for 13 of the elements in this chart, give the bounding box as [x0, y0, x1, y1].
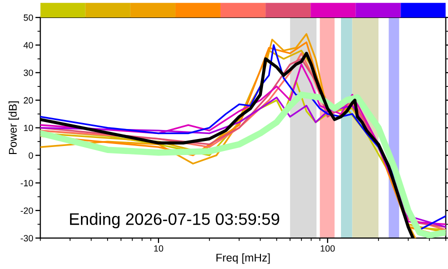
x-axis-title: Freq [mHz]	[216, 253, 270, 264]
y-tick-label: 10	[24, 124, 34, 132]
y-tick-label: 0	[28, 152, 34, 159]
y-tick-label: 50	[24, 14, 34, 21]
annotation: Ending 2026-07-15 03:59:59	[70, 212, 280, 228]
y-tick-label: 40	[24, 42, 34, 48]
y-tick-label: -10	[20, 180, 34, 186]
y-tick-label: 30	[24, 70, 34, 76]
y-tick-label: 20	[24, 97, 34, 104]
y-tick-label: -20	[20, 207, 34, 214]
y-axis-title: Power [dB]	[8, 101, 19, 154]
y-tick-label: -30	[20, 235, 34, 242]
x-tick-label: 100	[320, 245, 335, 252]
